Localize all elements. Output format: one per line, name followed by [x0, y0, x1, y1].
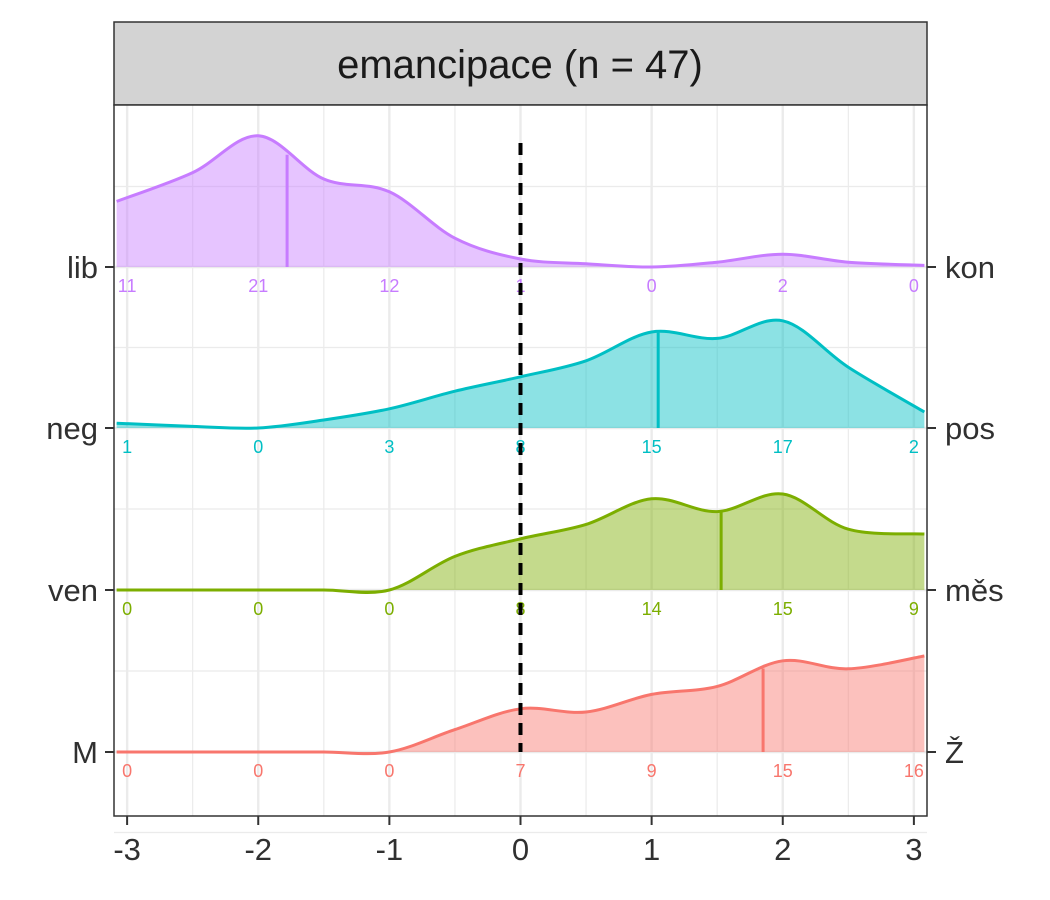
- y-label-left-M: M: [72, 735, 98, 770]
- count-label-neg-0: 1: [122, 437, 132, 457]
- ridge-line-ven: [116, 492, 925, 594]
- ridge-line-lib: [116, 134, 925, 269]
- count-label-neg-2: 3: [384, 437, 394, 457]
- density-ridges: 1121121020103815172000814159000791516: [116, 134, 926, 781]
- count-label-lib-5: 2: [778, 276, 788, 296]
- count-label-neg-6: 2: [909, 437, 919, 457]
- x-tick-label-0: -3: [113, 832, 141, 867]
- count-label-lib-1: 21: [248, 276, 268, 296]
- y-label-right-1: pos: [945, 411, 995, 446]
- count-label-neg-5: 17: [773, 437, 793, 457]
- x-tick-label-2: -1: [376, 832, 404, 867]
- count-label-M-1: 0: [253, 761, 263, 781]
- count-label-ven-5: 15: [773, 599, 793, 619]
- y-label-left-lib: lib: [67, 250, 98, 285]
- count-label-ven-2: 0: [384, 599, 394, 619]
- count-label-M-6: 16: [904, 761, 924, 781]
- ridge-area-lib: [116, 135, 925, 268]
- count-label-lib-6: 0: [909, 276, 919, 296]
- facet-title: emancipace (n = 47): [337, 43, 703, 87]
- x-tick-label-3: 0: [512, 832, 529, 867]
- count-label-lib-0: 11: [118, 276, 137, 296]
- count-label-neg-1: 0: [253, 437, 263, 457]
- ridge-area-M: [116, 656, 925, 754]
- count-label-M-0: 0: [122, 761, 132, 781]
- count-label-neg-4: 15: [642, 437, 662, 457]
- count-label-ven-1: 0: [253, 599, 263, 619]
- x-tick-label-1: -2: [244, 832, 272, 867]
- y-label-right-3: Ž: [945, 735, 964, 770]
- ridge-area-neg: [116, 320, 925, 429]
- count-label-M-5: 15: [773, 761, 793, 781]
- x-tick-label-4: 1: [643, 832, 660, 867]
- count-label-M-3: 7: [515, 761, 525, 781]
- y-label-left-ven: ven: [48, 573, 98, 608]
- count-label-ven-4: 14: [642, 599, 662, 619]
- ridge-lib: 1121121020: [116, 134, 925, 296]
- count-label-lib-4: 0: [647, 276, 657, 296]
- y-label-right-2: měs: [945, 573, 1004, 608]
- count-label-lib-2: 12: [379, 276, 399, 296]
- x-tick-label-5: 2: [774, 832, 791, 867]
- x-tick-label-6: 3: [905, 832, 922, 867]
- count-label-ven-6: 9: [909, 599, 919, 619]
- facet-strip: [113, 21, 928, 106]
- y-label-left-neg: neg: [46, 411, 98, 446]
- count-label-M-4: 9: [647, 761, 657, 781]
- y-label-right-0: kon: [945, 250, 995, 285]
- ridge-line-neg: [116, 318, 926, 430]
- count-label-M-2: 0: [384, 761, 394, 781]
- count-label-ven-0: 0: [122, 599, 132, 619]
